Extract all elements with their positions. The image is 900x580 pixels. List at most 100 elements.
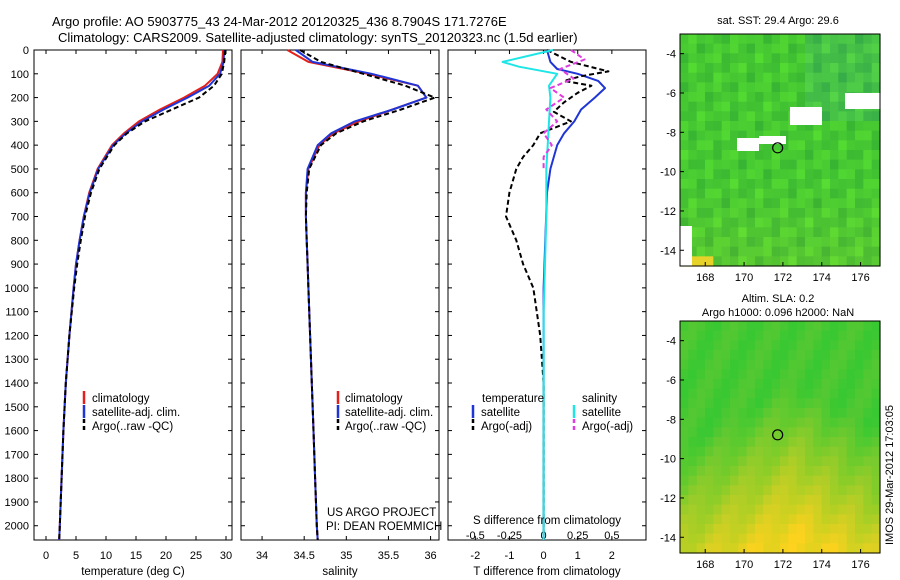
map-cell <box>771 388 781 399</box>
map-cell <box>755 359 764 370</box>
map-cell <box>755 159 764 170</box>
map-cell <box>763 246 773 257</box>
map-cell <box>805 159 814 170</box>
map-cell <box>821 188 831 199</box>
map-cell <box>680 82 689 93</box>
legend-s-satellite-label: satellite <box>582 407 621 419</box>
salinity-legend: climatology satellite-adj. clim. Argo(..… <box>336 391 433 433</box>
map-cell <box>838 427 848 438</box>
map-cell <box>813 369 823 380</box>
map-y-tick-label: -12 <box>660 493 676 505</box>
map-cell <box>780 256 789 267</box>
map-cell <box>780 208 789 219</box>
map-cell <box>788 150 798 161</box>
map-cell <box>863 437 873 448</box>
map-cell <box>830 330 839 341</box>
map-cell <box>696 92 706 103</box>
map-cell <box>771 408 781 419</box>
map-cell <box>730 427 739 438</box>
map-cell <box>680 417 689 428</box>
map-cell <box>738 72 748 83</box>
map-cell <box>705 130 714 141</box>
map-cell <box>838 379 848 390</box>
map-cell <box>805 150 814 161</box>
map-frame <box>679 320 881 554</box>
map-cell <box>771 208 781 219</box>
map-cell <box>871 446 881 457</box>
map-cell <box>846 388 856 399</box>
map-cell <box>755 208 764 219</box>
map-cell <box>680 543 689 554</box>
map-cell <box>730 169 739 180</box>
map-cell <box>788 198 798 209</box>
map-cell <box>688 169 698 180</box>
map-cell <box>855 466 864 477</box>
map-cell <box>863 34 873 45</box>
map-cell <box>705 82 714 93</box>
s-difference-xlabel: S difference from climatology <box>473 515 621 527</box>
map-cell <box>696 369 706 380</box>
map-cell <box>771 179 781 190</box>
map-cell <box>855 34 864 45</box>
map-cell <box>863 321 873 332</box>
sst-map-title: sat. SST: 29.4 Argo: 29.6 <box>717 15 839 27</box>
map-cell <box>855 475 864 486</box>
map-cell <box>871 140 881 151</box>
map-cell <box>730 82 739 93</box>
map-cell <box>813 140 823 151</box>
map-cell <box>738 246 748 257</box>
map-cell <box>688 227 698 238</box>
map-cell <box>863 63 873 74</box>
map-cell <box>780 485 789 496</box>
map-cell <box>821 350 831 361</box>
map-cell <box>705 456 714 467</box>
map-cell <box>713 43 723 54</box>
map-cell <box>813 456 823 467</box>
map-cell <box>796 340 806 351</box>
map-cell <box>805 217 814 228</box>
map-cell <box>846 359 856 370</box>
map-cell <box>771 43 781 54</box>
map-cell <box>680 101 689 112</box>
map-cell <box>746 475 756 486</box>
map-cell <box>713 169 723 180</box>
map-cell <box>855 53 864 64</box>
map-cell <box>780 417 789 428</box>
map-cell <box>721 256 731 267</box>
map-cell <box>780 198 789 209</box>
map-cell <box>746 446 756 457</box>
map-cell <box>788 437 798 448</box>
map-cell <box>796 359 806 370</box>
map-cell <box>755 72 764 83</box>
map-y-tick-label: -8 <box>666 414 676 426</box>
map-cell <box>871 188 881 199</box>
map-cell <box>680 446 689 457</box>
map-cell <box>730 466 739 477</box>
map-cell <box>763 456 773 467</box>
map-cell <box>805 359 814 370</box>
map-cell <box>730 101 739 112</box>
map-cell <box>796 169 806 180</box>
map-cell <box>763 150 773 161</box>
map-cell <box>813 427 823 438</box>
map-cell <box>746 92 756 103</box>
map-cell <box>746 524 756 535</box>
map-cell <box>821 217 831 228</box>
map-cell <box>813 417 823 428</box>
map-cell <box>738 330 748 341</box>
map-cell <box>721 159 731 170</box>
difference-panel-frame <box>447 49 647 541</box>
map-cell <box>771 321 781 332</box>
map-cell <box>788 256 798 267</box>
map-cell <box>755 237 764 248</box>
map-cell <box>688 446 698 457</box>
map-cell <box>863 485 873 496</box>
map-cell <box>821 82 831 93</box>
map-cell <box>830 504 839 515</box>
map-cell <box>855 217 864 228</box>
map-cell <box>780 330 789 341</box>
map-cell <box>721 350 731 361</box>
map-cell <box>863 140 873 151</box>
map-cell <box>780 34 789 45</box>
map-cell <box>846 504 856 515</box>
